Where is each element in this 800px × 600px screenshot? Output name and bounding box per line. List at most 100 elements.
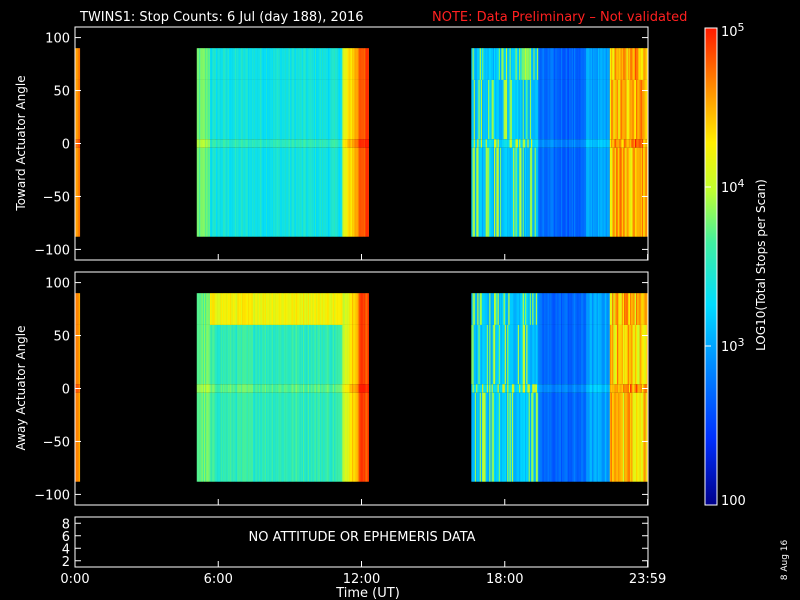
heatmap-cell xyxy=(534,79,537,140)
heatmap-cell xyxy=(206,48,208,80)
heatmap-cell xyxy=(596,293,599,325)
heatmap-cell xyxy=(590,147,593,237)
heatmap-cell xyxy=(363,79,366,140)
heatmap-cell xyxy=(539,147,541,237)
heatmap-cell xyxy=(631,384,633,393)
heatmap-cell xyxy=(563,139,565,148)
heatmap-cell xyxy=(219,147,221,237)
heatmap-cell xyxy=(511,392,514,482)
heatmap-cell xyxy=(477,293,479,325)
heatmap-cell xyxy=(291,384,293,393)
heatmap-cell xyxy=(587,139,589,148)
heatmap-cell xyxy=(609,79,612,140)
heatmap-cell xyxy=(205,293,207,325)
heatmap-cell xyxy=(292,139,294,148)
heatmap-cell xyxy=(551,392,553,482)
heatmap-cell xyxy=(563,293,565,325)
heatmap-cell xyxy=(618,147,620,237)
heatmap-cell xyxy=(263,384,266,393)
heatmap-cell xyxy=(595,293,597,325)
heatmap-cell xyxy=(237,139,239,148)
heatmap-cell xyxy=(359,139,361,148)
heatmap-cell xyxy=(593,384,595,393)
heatmap-cell xyxy=(220,324,223,385)
heatmap-cell xyxy=(239,293,242,325)
heatmap-cell xyxy=(340,48,342,80)
heatmap-cell xyxy=(513,324,515,385)
heatmap-cell xyxy=(474,293,477,325)
heatmap-cell xyxy=(328,79,330,140)
heatmap-cell xyxy=(281,147,284,237)
heatmap-cell xyxy=(338,384,341,393)
heatmap-cell xyxy=(288,384,291,393)
heatmap-cell xyxy=(548,324,551,385)
heatmap-cell xyxy=(211,48,213,80)
heatmap-cell xyxy=(504,392,507,482)
heatmap-cell xyxy=(513,139,515,148)
heatmap-cell xyxy=(262,79,264,140)
heatmap-cell xyxy=(268,139,270,148)
heatmap-cell xyxy=(499,324,502,385)
heatmap-cell xyxy=(298,48,300,80)
heatmap-cell xyxy=(340,392,342,482)
heatmap-cell xyxy=(588,384,590,393)
heatmap-cell xyxy=(355,384,358,393)
heatmap-cell xyxy=(471,147,473,237)
heatmap-cell xyxy=(522,324,525,385)
heatmap-cell xyxy=(342,392,344,482)
heatmap-cell xyxy=(310,147,312,237)
heatmap-cell xyxy=(476,392,478,482)
heatmap-cell xyxy=(536,48,539,80)
heatmap-cell xyxy=(318,384,321,393)
heatmap-cell xyxy=(593,324,595,385)
heatmap-cell xyxy=(310,293,312,325)
heatmap-cell xyxy=(268,79,270,140)
heatmap-cell xyxy=(221,324,224,385)
heatmap-cell xyxy=(601,392,603,482)
heatmap-cell xyxy=(285,139,287,148)
heatmap-cell xyxy=(343,293,346,325)
heatmap-cell xyxy=(528,392,531,482)
heatmap-cell xyxy=(233,324,236,385)
heatmap-cell xyxy=(252,384,255,393)
heatmap-cell xyxy=(240,324,243,385)
heatmap-cell xyxy=(535,139,538,148)
heatmap-cell xyxy=(589,48,591,80)
heatmap-cell xyxy=(298,392,300,482)
y-tick-label: 100 xyxy=(45,277,70,292)
heatmap-cell xyxy=(578,392,581,482)
heatmap-cell xyxy=(594,384,596,393)
heatmap-cell xyxy=(285,324,287,385)
heatmap-cell xyxy=(261,79,263,140)
heatmap-cell xyxy=(489,147,491,237)
heatmap-cell xyxy=(559,79,562,140)
heatmap-cell xyxy=(627,293,630,325)
heatmap-cell xyxy=(214,392,217,482)
heatmap-cell xyxy=(531,147,533,237)
heatmap-cell xyxy=(566,147,569,237)
heatmap-cell xyxy=(288,139,291,148)
heatmap-cell xyxy=(343,48,346,80)
heatmap-cell xyxy=(215,79,218,140)
heatmap-cell xyxy=(207,48,209,80)
heatmap-cell xyxy=(266,384,268,393)
heatmap-cell xyxy=(249,293,251,325)
heatmap-cell xyxy=(636,384,638,393)
heatmap-cell xyxy=(270,384,273,393)
heatmap-cell xyxy=(584,384,587,393)
heatmap-cell xyxy=(516,147,519,237)
heatmap-cell xyxy=(217,293,219,325)
heatmap-cell xyxy=(213,139,215,148)
heatmap-cell xyxy=(251,293,254,325)
heatmap-cell xyxy=(643,48,645,80)
heatmap-cell xyxy=(225,384,227,393)
heatmap-cell xyxy=(291,293,293,325)
heatmap-cell xyxy=(632,384,634,393)
heatmap-cell xyxy=(533,324,535,385)
heatmap-cell xyxy=(209,384,212,393)
heatmap-cell xyxy=(522,147,525,237)
heatmap-cell xyxy=(557,79,559,140)
heatmap-cell xyxy=(554,384,557,393)
heatmap-cell xyxy=(261,147,263,237)
heatmap-cell xyxy=(552,392,554,482)
